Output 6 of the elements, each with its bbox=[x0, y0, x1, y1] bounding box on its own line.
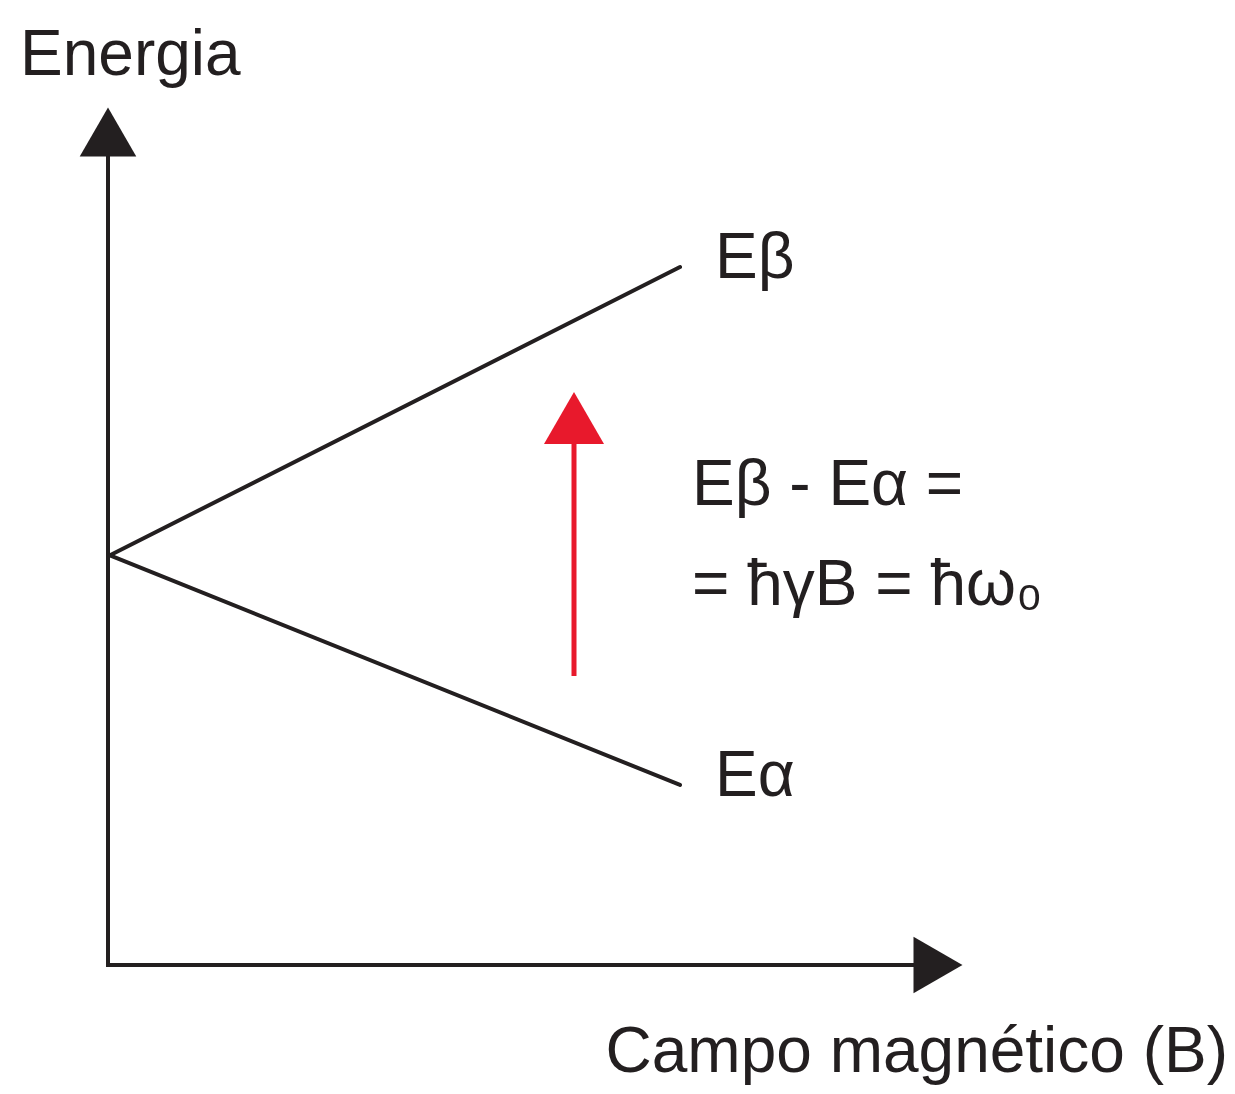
series-label: Eβ bbox=[715, 220, 795, 292]
annotation: = ħγB = ħω₀ bbox=[692, 547, 1043, 619]
x-axis-title: Campo magnético (B) bbox=[605, 1014, 1228, 1086]
y-axis-title: Energia bbox=[20, 17, 241, 89]
annotation: Eβ - Eα = bbox=[692, 447, 964, 519]
series-label: Eα bbox=[715, 737, 795, 810]
